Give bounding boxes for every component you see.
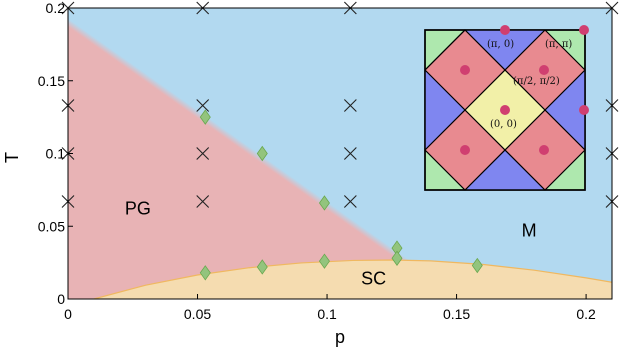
region-label-pg: PG [125, 199, 151, 219]
y-tick-label: 0.15 [38, 73, 65, 89]
region-labels: PG M SC [125, 199, 537, 289]
y-axis-title: T [2, 152, 22, 163]
x-tick-label: 0.1 [317, 306, 337, 322]
sc-dome-boundary [93, 259, 612, 299]
inset-dot [539, 145, 549, 155]
inset-label-pi-pi: (π, π) [545, 39, 572, 50]
y-tick-label: 0 [57, 291, 65, 307]
diamond-marker [199, 265, 211, 281]
inset-bottom-triangle [465, 150, 545, 190]
inset-label-pi2-pi2: (π/2, π/2) [513, 76, 560, 87]
diamond-marker [318, 253, 330, 269]
cross-marker [343, 195, 357, 208]
cross-marker [343, 99, 357, 112]
cross-marker [196, 99, 210, 112]
inset-label-pi-0: (π, 0) [487, 39, 514, 50]
diamond-marker [256, 145, 268, 162]
diamond-marker [471, 257, 483, 274]
x-axis-title: p [335, 327, 345, 347]
inset-dot [579, 105, 589, 115]
inset-label-0-0: (0, 0) [490, 119, 517, 130]
y-tick-label: 0.05 [38, 218, 65, 234]
cross-marker [196, 195, 210, 208]
inset-dot [460, 145, 470, 155]
inset-dot [500, 25, 510, 35]
diamond-marker [318, 195, 330, 211]
region-label-sc: SC [361, 268, 386, 288]
sc-dome-region [93, 260, 612, 299]
x-tick-label: 0.05 [184, 306, 211, 322]
y-tick-label: 0.2 [46, 0, 66, 16]
diamond-marker [391, 250, 403, 266]
diamond-marker [256, 259, 268, 275]
x-tick-label: 0.2 [576, 306, 596, 322]
brillouin-zone-inset: (π, 0) (π, π) (π/2, π/2) (0, 0) [424, 25, 589, 191]
diamond-marker [199, 109, 211, 125]
inset-left-triangle [425, 70, 465, 150]
y-tick-label: 0.1 [46, 146, 66, 162]
x-tick-label: 0 [64, 306, 72, 322]
inset-top-triangle [465, 30, 545, 70]
x-tick-label: 0.15 [443, 306, 470, 322]
cross-marker [196, 147, 210, 160]
region-label-m: M [522, 220, 537, 240]
inset-dot [539, 65, 549, 75]
inset-dot [500, 105, 510, 115]
axes: 0 0.05 0.1 0.15 0.2 0 0.05 0.1 0.15 0.2 p T [2, 0, 613, 347]
inset-dot [460, 65, 470, 75]
inset-right-triangle [545, 70, 585, 150]
cross-marker [343, 147, 357, 160]
inset-dot [579, 25, 589, 35]
